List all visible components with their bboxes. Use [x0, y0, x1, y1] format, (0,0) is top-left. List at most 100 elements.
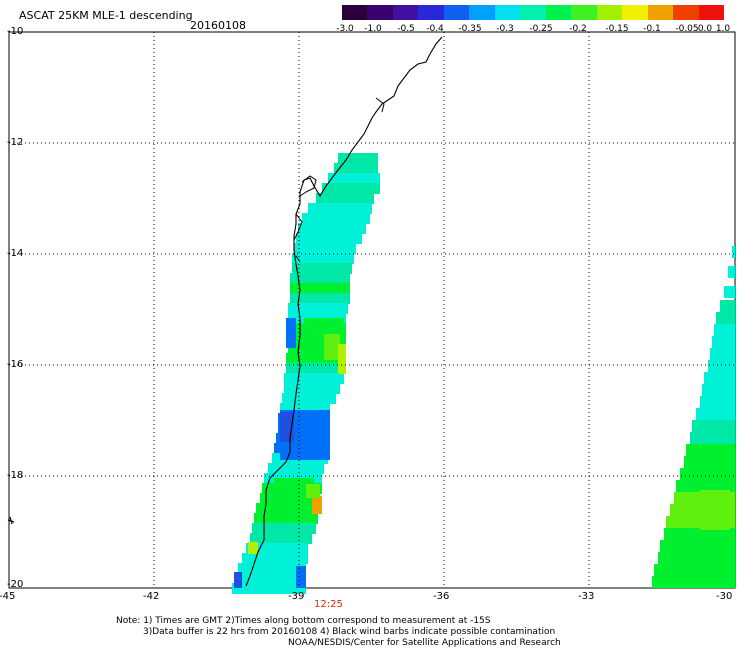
swath-cell	[296, 566, 306, 588]
lon-label: -33	[578, 591, 595, 602]
swath-left	[232, 153, 380, 594]
note-line-3: NOAA/NESDIS/Center for Satellite Applica…	[288, 638, 561, 648]
swath-cell	[338, 344, 346, 374]
swath-cell	[710, 348, 735, 360]
colorbar-label: -0.2	[569, 24, 587, 34]
colorbar-segment	[673, 5, 699, 20]
swath-cell	[702, 384, 735, 396]
swath-cell	[250, 533, 312, 544]
product-date: 20160108	[190, 19, 246, 32]
colorbar-label: -0.35	[458, 24, 482, 34]
swath-cell	[324, 334, 340, 360]
swath-cell	[704, 372, 735, 384]
swath-cell	[306, 484, 320, 498]
colorbar-segment	[342, 5, 368, 20]
colorbar-segment	[367, 5, 393, 20]
colorbar-segment	[443, 5, 470, 20]
swath-cell	[322, 183, 380, 194]
colorbar-segment	[698, 5, 725, 20]
swath-cell	[268, 463, 324, 474]
lat-label: -10	[7, 26, 24, 37]
swath-cell	[252, 523, 316, 534]
colorbar	[342, 5, 725, 20]
swath-cell	[676, 480, 735, 492]
swath-cell	[234, 573, 306, 584]
swath-cell	[338, 153, 378, 164]
colorbar-label: -0.3	[496, 24, 514, 34]
colorbar-segment	[392, 5, 419, 20]
colorbar-segment	[418, 5, 444, 20]
swath-cell	[284, 373, 344, 384]
swath-cell	[290, 283, 350, 294]
swath-cell	[248, 542, 258, 554]
lon-label: -39	[288, 591, 305, 602]
lon-label: -30	[716, 591, 733, 602]
colorbar-label: 0.0	[697, 24, 713, 34]
swath-cell	[728, 266, 735, 278]
colorbar-label: -0.25	[529, 24, 553, 34]
swath-cell	[660, 540, 735, 552]
swath-cell	[238, 563, 306, 574]
swath-cell	[302, 213, 370, 224]
lat-label: -14	[7, 248, 24, 259]
lat-label: -16	[7, 359, 24, 370]
swath-cell	[316, 193, 374, 204]
swath-cell	[292, 263, 352, 274]
swath-cell	[724, 286, 735, 298]
lon-label: -36	[433, 591, 450, 602]
colorbar-label: -0.5	[397, 24, 415, 34]
swath-cell	[652, 576, 735, 588]
swath-cell	[282, 393, 336, 404]
map-frame	[8, 31, 736, 589]
bay-outline	[293, 97, 385, 263]
pass-time-label: 12:25	[314, 599, 343, 610]
swath-cell	[298, 223, 366, 234]
swath-right	[652, 246, 735, 588]
swath-cell	[328, 173, 380, 184]
product-title: ASCAT 25KM MLE-1 descending	[19, 9, 193, 22]
swath-cell	[312, 496, 322, 514]
swath-cell	[654, 564, 735, 576]
colorbar-label: 1.0	[715, 24, 731, 34]
swath-cell	[692, 420, 735, 432]
swath-cell	[242, 553, 308, 564]
swath-cell	[294, 243, 356, 254]
colorbar-segment	[469, 5, 495, 20]
colorbar-label: -0.05	[675, 24, 699, 34]
colorbar-segment	[571, 5, 597, 20]
swath-cell	[286, 318, 296, 348]
swath-cell	[232, 583, 306, 594]
swath-cell	[254, 513, 318, 524]
lat-label: -12	[7, 137, 24, 148]
colorbar-segment	[622, 5, 648, 20]
colorbar-segment	[647, 5, 674, 20]
colorbar-label: -0.4	[426, 24, 444, 34]
colorbar-label: -1.0	[364, 24, 382, 34]
colorbar-label: -3.0	[336, 24, 354, 34]
swath-cell	[288, 303, 348, 314]
swath-cell	[246, 543, 308, 554]
lon-label: -45	[0, 591, 16, 602]
swath-cell	[290, 293, 350, 304]
swath-cell	[720, 300, 735, 312]
grid	[9, 32, 735, 588]
colorbar-label: -0.1	[643, 24, 661, 34]
colorbar-segment	[494, 5, 521, 20]
colorbar-segment	[520, 5, 546, 20]
swath-cell	[680, 468, 735, 480]
swath-cell	[296, 233, 362, 244]
colorbar-segment	[596, 5, 623, 20]
swath-cell	[700, 396, 735, 408]
swath-cell	[292, 253, 354, 264]
swath-cell	[286, 363, 346, 374]
swath-cell	[690, 432, 735, 444]
swath-cell	[664, 528, 735, 540]
lat-label: -18	[7, 470, 24, 481]
swath-cell	[686, 444, 735, 456]
swath-cell	[658, 552, 735, 564]
swath-cell	[284, 383, 340, 394]
swath-cell	[696, 408, 735, 420]
swath-cell	[732, 246, 735, 258]
coastline	[245, 36, 443, 587]
